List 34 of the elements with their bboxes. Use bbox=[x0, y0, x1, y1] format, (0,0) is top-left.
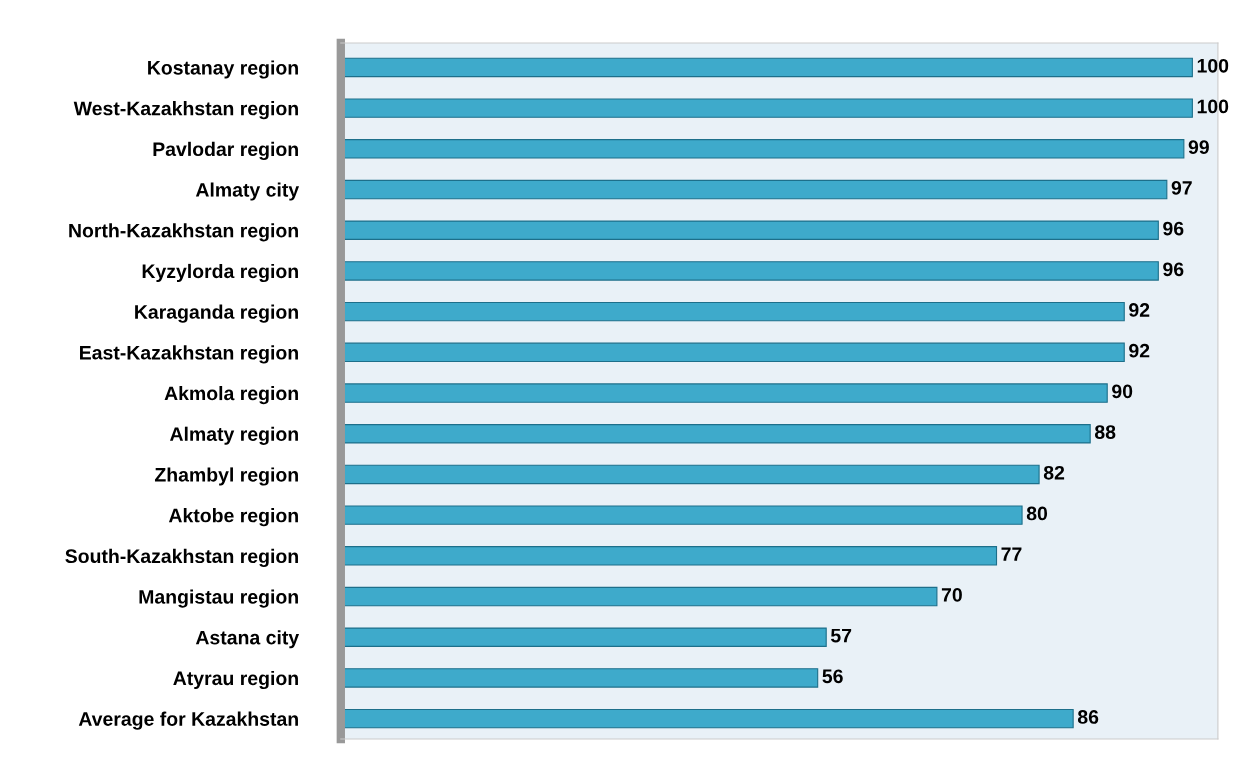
data-label: 90 bbox=[1112, 384, 1133, 399]
data-label: 99 bbox=[1188, 140, 1209, 155]
y-tick-label: Mangistau region bbox=[139, 589, 298, 608]
y-tick-label: Pavlodar region bbox=[153, 141, 298, 160]
y-tick-label: Almaty region bbox=[169, 426, 298, 445]
y-tick-label: Average for Kazakhstan bbox=[78, 711, 298, 730]
y-tick-label: Almaty city bbox=[195, 182, 300, 201]
y-tick-label: Kostanay region bbox=[148, 60, 298, 79]
y-tick-label: Zhambyl region bbox=[154, 467, 298, 486]
y-tick-label: West-Kazakhstan region bbox=[73, 101, 298, 120]
data-label: 92 bbox=[1129, 303, 1150, 317]
y-tick-label: Atyrau region bbox=[173, 670, 298, 690]
y-tick-label: East-Kazakhstan region bbox=[80, 345, 298, 364]
y-tick-label: Kyzylorda region bbox=[142, 263, 298, 283]
data-label: 56 bbox=[822, 669, 843, 684]
data-label: 86 bbox=[1077, 710, 1099, 724]
y-tick-label: Astana city bbox=[195, 630, 300, 649]
y-tick-label: Karaganda region bbox=[135, 304, 298, 323]
y-tick-label: South-Kazakhstan region bbox=[65, 548, 298, 567]
y-tick-label: Akmola region bbox=[164, 385, 298, 405]
data-label: 96 bbox=[1163, 262, 1184, 277]
y-tick-label: Aktobe region bbox=[168, 508, 298, 527]
data-label: 77 bbox=[1001, 547, 1022, 561]
data-label: 57 bbox=[830, 628, 852, 643]
data-label: 96 bbox=[1163, 221, 1184, 236]
data-label: 100 bbox=[1197, 58, 1229, 73]
data-label: 80 bbox=[1026, 506, 1048, 521]
data-label: 82 bbox=[1043, 465, 1065, 480]
data-label: 88 bbox=[1094, 425, 1116, 439]
data-label: 97 bbox=[1171, 180, 1192, 195]
data-label: 70 bbox=[941, 587, 962, 602]
data-label: 92 bbox=[1129, 343, 1150, 358]
data-label: 100 bbox=[1197, 99, 1229, 114]
y-tick-label: North-Kazakhstan region bbox=[69, 223, 298, 242]
